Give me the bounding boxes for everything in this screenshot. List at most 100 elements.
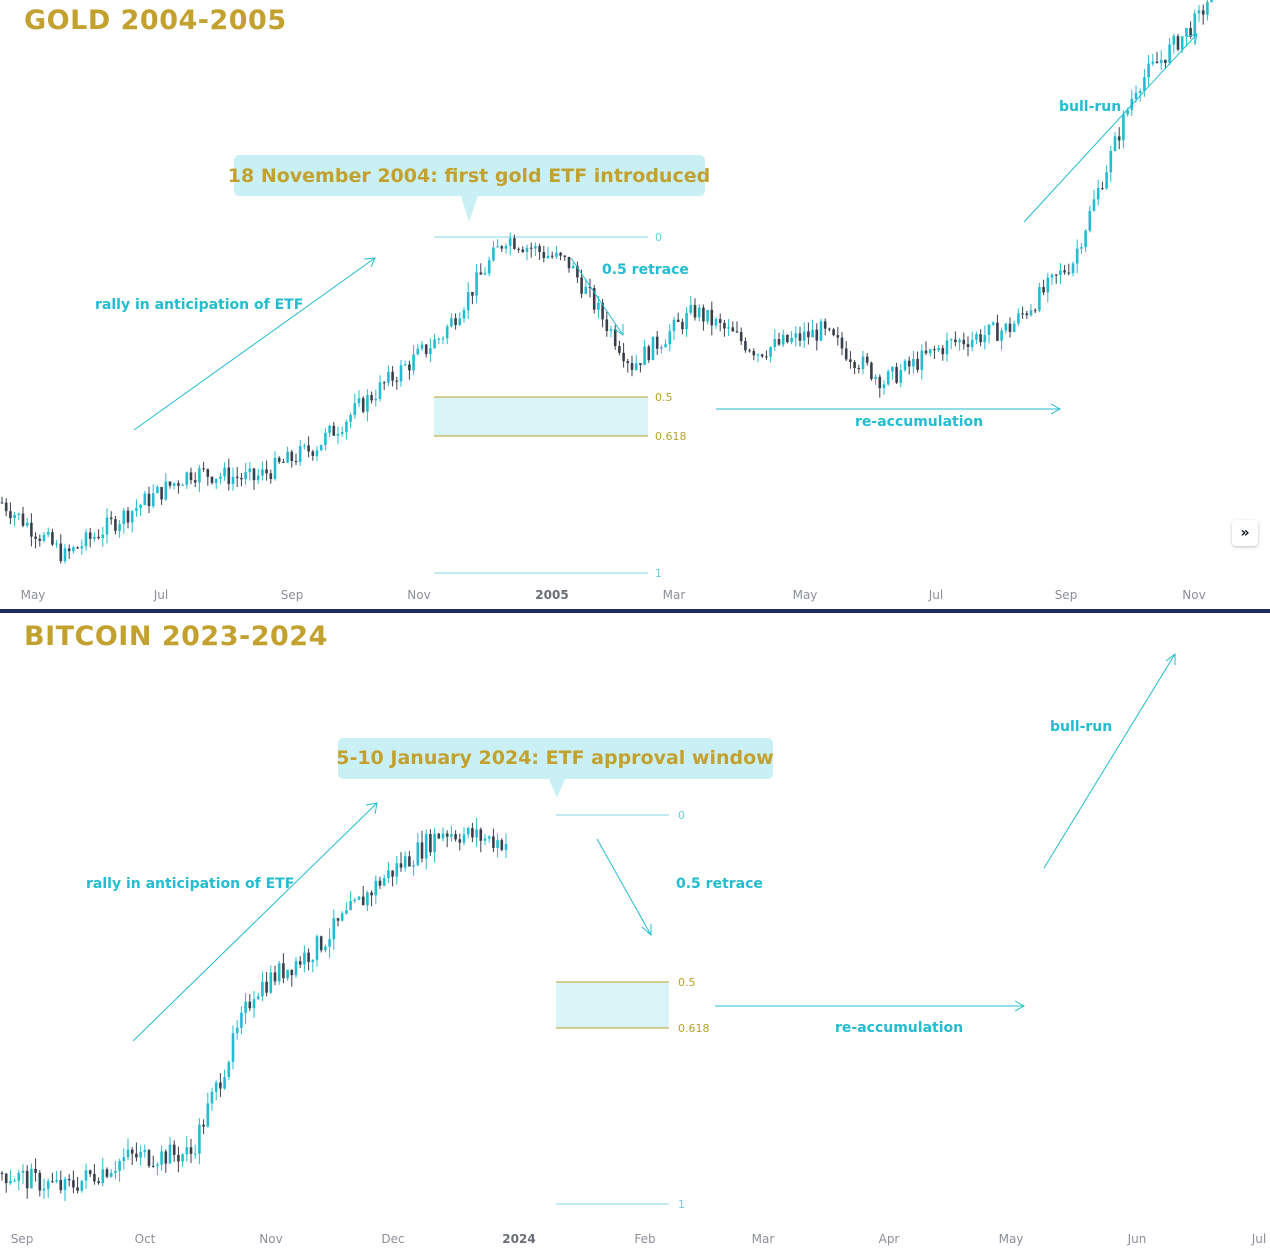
candle-body xyxy=(72,547,75,552)
candle-body xyxy=(21,1170,25,1173)
candle-body xyxy=(21,513,25,526)
candle-body xyxy=(781,334,785,345)
candle-body xyxy=(1017,313,1020,324)
candle-body xyxy=(294,961,298,976)
candle-body xyxy=(735,331,739,333)
candle-body xyxy=(563,255,567,257)
candle-body xyxy=(853,361,856,368)
candle-body xyxy=(214,478,218,483)
candle-body xyxy=(324,432,327,445)
candle-body xyxy=(1105,172,1108,189)
candle-body xyxy=(370,395,373,401)
candle-body xyxy=(979,334,982,343)
candle-body xyxy=(387,371,390,383)
candle-body xyxy=(374,880,378,896)
candle-body xyxy=(193,1153,197,1155)
candle-body xyxy=(626,361,630,364)
candle-body xyxy=(706,309,709,322)
expand-chevron-icon[interactable]: » xyxy=(1232,520,1258,546)
candle-body xyxy=(672,319,676,332)
candle-body xyxy=(189,472,193,481)
candle-body xyxy=(588,286,592,289)
btc-x-tick: Jul xyxy=(1251,1232,1266,1246)
bitcoin-chart-title: BITCOIN 2023-2024 xyxy=(24,621,328,652)
candle-body xyxy=(769,346,772,357)
candle-body xyxy=(718,319,722,323)
bitcoin-chart: 0 0.5 0.618 1 rally in anticipation of E… xyxy=(0,652,1266,1246)
candle-body xyxy=(231,1033,235,1062)
btc-x-tick: Nov xyxy=(259,1232,282,1246)
candle-body xyxy=(307,952,310,963)
gold-fib-zone xyxy=(434,397,648,436)
candle-body xyxy=(865,356,869,363)
candle-body xyxy=(345,910,348,914)
gold-chart-panel: 0 0.5 0.618 1 rally in anticipation of E… xyxy=(0,0,1270,610)
candle-body xyxy=(181,1154,184,1162)
candle-body xyxy=(1172,36,1176,45)
gold-bullrun-arrow-head xyxy=(1185,33,1198,46)
gold-rally-arrow xyxy=(133,257,376,431)
candle-body xyxy=(63,548,67,562)
candle-body xyxy=(84,532,88,547)
btc-x-tick: Apr xyxy=(879,1232,900,1246)
candle-body xyxy=(592,288,596,310)
candle-body xyxy=(151,1165,155,1167)
candle-body xyxy=(1109,150,1113,173)
candle-body xyxy=(273,457,277,479)
candle-body xyxy=(51,1181,54,1183)
candle-body xyxy=(786,334,789,343)
candle-body xyxy=(135,508,138,512)
candle-body xyxy=(895,367,898,383)
candle-body xyxy=(517,248,520,250)
gold-chart: 0 0.5 0.618 1 rally in anticipation of E… xyxy=(0,0,1213,602)
candle-body xyxy=(172,1144,176,1155)
candle-body xyxy=(433,833,436,853)
candle-body xyxy=(361,398,365,412)
candle-body xyxy=(576,266,579,278)
candle-body xyxy=(1063,270,1066,273)
candle-body xyxy=(223,467,226,477)
candle-body xyxy=(59,543,63,562)
candle-body xyxy=(261,469,264,476)
candle-body xyxy=(395,380,399,382)
candle-body xyxy=(508,238,512,246)
candle-body xyxy=(916,358,919,370)
candle-body xyxy=(286,969,289,979)
candle-body xyxy=(4,1173,8,1184)
candle-body xyxy=(949,339,953,341)
candle-body xyxy=(252,468,256,481)
candle-body xyxy=(160,1151,163,1165)
gold-chart-title: GOLD 2004-2005 xyxy=(24,5,287,36)
candle-body xyxy=(38,538,42,541)
candle-body xyxy=(126,1149,130,1158)
candle-body xyxy=(101,534,105,539)
candle-body xyxy=(1038,287,1041,311)
candle-body xyxy=(38,1172,42,1191)
candle-body xyxy=(777,339,781,345)
btc-bullrun-arrow xyxy=(1043,653,1176,869)
candle-body xyxy=(0,1172,4,1174)
btc-reaccumulation-label: re-accumulation xyxy=(835,1020,963,1036)
candle-body xyxy=(206,1103,210,1127)
candle-body xyxy=(1067,272,1071,274)
candle-body xyxy=(458,318,462,326)
candle-body xyxy=(93,1173,96,1182)
candle-body xyxy=(34,536,37,539)
candle-body xyxy=(450,834,453,837)
candle-body xyxy=(130,511,134,523)
candle-body xyxy=(571,266,575,269)
candle-body xyxy=(25,522,29,526)
candle-body xyxy=(1206,2,1209,15)
candle-body xyxy=(122,1157,126,1162)
candle-body xyxy=(471,828,474,838)
candle-body xyxy=(391,371,394,381)
candle-body xyxy=(450,318,453,327)
candle-body xyxy=(912,358,915,367)
candle-body xyxy=(1155,61,1159,64)
candle-body xyxy=(651,336,655,361)
candle-body xyxy=(613,329,617,347)
candle-body xyxy=(399,863,403,868)
candle-body xyxy=(1117,136,1121,141)
candle-body xyxy=(441,833,445,839)
candle-body xyxy=(109,1172,113,1177)
